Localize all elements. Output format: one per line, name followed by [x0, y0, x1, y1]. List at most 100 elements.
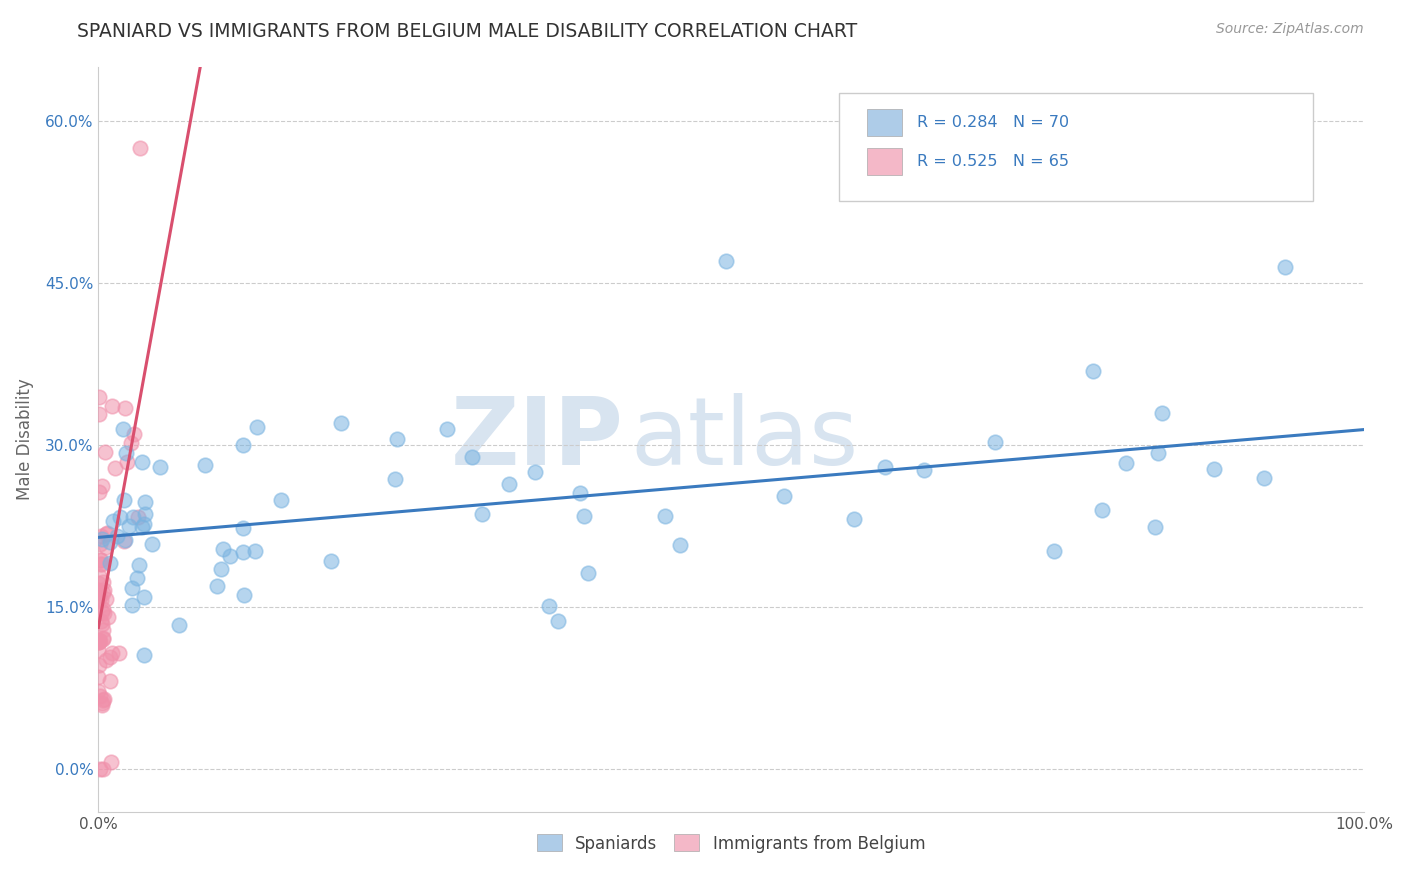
- Point: [94, 653, 117, 667]
- Point: [87, 633, 110, 648]
- Point: [89, 569, 111, 583]
- Point: [572, 509, 595, 524]
- Point: [772, 489, 794, 503]
- Point: [90, 696, 112, 710]
- Point: [98, 556, 121, 570]
- Point: [87, 635, 110, 649]
- Point: [87, 584, 110, 599]
- Text: Source: ZipAtlas.com: Source: ZipAtlas.com: [1216, 22, 1364, 37]
- Point: [87, 591, 110, 606]
- Point: [231, 521, 253, 535]
- Point: [87, 683, 110, 698]
- Point: [91, 533, 114, 547]
- Point: [112, 493, 135, 508]
- Point: [122, 426, 145, 441]
- Point: [91, 693, 114, 707]
- Point: [115, 446, 138, 460]
- Point: [329, 416, 352, 430]
- Point: [93, 762, 115, 776]
- Point: [94, 540, 117, 554]
- Point: [194, 458, 217, 472]
- Point: [96, 525, 118, 540]
- Point: [122, 510, 145, 524]
- Point: [100, 399, 122, 413]
- Point: [654, 508, 676, 523]
- Point: [1152, 406, 1174, 420]
- Point: [132, 648, 155, 662]
- Bar: [866, 110, 903, 136]
- Point: [91, 617, 114, 632]
- Point: [1274, 260, 1296, 274]
- Point: [714, 254, 737, 268]
- Point: [93, 692, 115, 706]
- Point: [118, 518, 141, 533]
- Point: [108, 510, 131, 524]
- Point: [134, 516, 156, 531]
- Point: [91, 575, 114, 590]
- Point: [1083, 364, 1105, 378]
- Point: [89, 690, 111, 704]
- Point: [1091, 503, 1114, 517]
- Point: [984, 434, 1007, 449]
- Point: [436, 421, 458, 435]
- Text: SPANIARD VS IMMIGRANTS FROM BELGIUM MALE DISABILITY CORRELATION CHART: SPANIARD VS IMMIGRANTS FROM BELGIUM MALE…: [77, 22, 858, 41]
- Point: [1143, 520, 1166, 534]
- Point: [107, 646, 129, 660]
- Point: [94, 591, 117, 606]
- Point: [209, 562, 232, 576]
- Point: [112, 534, 135, 549]
- Point: [112, 422, 135, 436]
- Point: [90, 553, 112, 567]
- Point: [90, 606, 112, 620]
- Point: [114, 401, 136, 415]
- Point: [91, 602, 114, 616]
- Point: [387, 433, 409, 447]
- Point: [87, 485, 110, 500]
- Point: [1204, 462, 1226, 476]
- Point: [100, 755, 122, 769]
- Point: [131, 455, 153, 469]
- Point: [547, 614, 569, 628]
- Text: atlas: atlas: [630, 393, 858, 485]
- Point: [246, 420, 269, 434]
- Point: [212, 541, 235, 556]
- Point: [91, 631, 114, 645]
- Point: [101, 514, 124, 528]
- Point: [134, 494, 156, 508]
- Point: [91, 623, 114, 637]
- Point: [90, 529, 112, 543]
- Point: [93, 582, 115, 597]
- FancyBboxPatch shape: [838, 93, 1313, 201]
- Point: [91, 586, 114, 600]
- Point: [321, 554, 343, 568]
- Point: [167, 617, 190, 632]
- Point: [120, 436, 142, 450]
- Point: [101, 646, 124, 660]
- Point: [576, 566, 599, 580]
- Point: [91, 479, 114, 493]
- Point: [89, 553, 111, 567]
- Point: [128, 558, 150, 572]
- Point: [121, 581, 143, 595]
- Point: [89, 407, 111, 421]
- Point: [90, 592, 112, 607]
- Point: [100, 673, 122, 688]
- Point: [461, 450, 484, 464]
- Point: [89, 558, 111, 572]
- Point: [87, 670, 110, 684]
- Point: [1147, 446, 1170, 460]
- Point: [1115, 456, 1137, 470]
- Point: [875, 459, 897, 474]
- Point: [87, 576, 110, 591]
- Point: [121, 598, 143, 612]
- Y-axis label: Male Disability: Male Disability: [15, 378, 34, 500]
- Point: [134, 590, 156, 604]
- Point: [134, 507, 156, 521]
- Point: [105, 529, 128, 543]
- Point: [245, 543, 267, 558]
- Point: [149, 460, 172, 475]
- Point: [114, 533, 136, 548]
- Point: [98, 535, 121, 549]
- Point: [89, 536, 111, 550]
- Point: [93, 606, 115, 620]
